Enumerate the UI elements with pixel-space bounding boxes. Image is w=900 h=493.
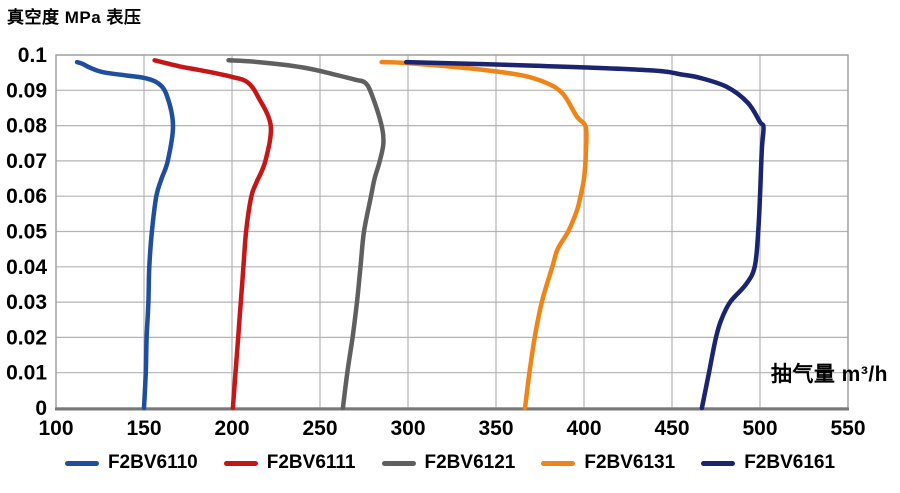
legend-label-F2BV6131: F2BV6131 (584, 452, 676, 473)
series-curve-F2BV6131 (379, 59, 589, 411)
legend-swatch-F2BV6131 (541, 460, 576, 466)
x-tick-label: 250 (302, 417, 337, 440)
legend-label-F2BV6121: F2BV6121 (424, 452, 516, 473)
y-tick-label: 0.08 (6, 115, 47, 138)
legend-label-F2BV6111: F2BV6111 (266, 452, 356, 473)
x-axis-unit-label: 抽气量 m³/h (770, 363, 888, 386)
y-tick-label: 0.04 (6, 256, 47, 279)
chart-title: 真空度 MPa 表压 (7, 8, 142, 27)
y-tick-label: 0.01 (6, 362, 47, 385)
x-tick-label: 350 (478, 417, 513, 440)
plot-area: 0 0.01 0.02 0.03 0.04 0.05 0.06 0.07 0.08 0.09 0.1… (6, 44, 865, 440)
legend-item-F2BV6131: F2BV6131 (541, 452, 675, 474)
x-tick-label: 300 (390, 417, 425, 440)
y-tick-label: 0.05 (6, 221, 47, 244)
legend-item-F2BV6111: F2BV6111 (223, 452, 356, 474)
y-tick-label: 0.07 (6, 150, 47, 173)
x-tick-label: 200 (214, 417, 249, 440)
legend-label-F2BV6110: F2BV6110 (107, 452, 198, 473)
y-tick-label: 0.03 (6, 291, 47, 314)
legend: F2BV6110 F2BV6111 F2BV6121 F2BV6131 F2BV6161 (0, 452, 900, 474)
x-tick-label: 400 (566, 417, 601, 440)
legend-swatch-F2BV6161 (701, 460, 736, 466)
x-tick-label: 100 (38, 417, 73, 440)
x-tick-label: 450 (654, 417, 689, 440)
y-tick-label: 0.09 (6, 79, 47, 102)
legend-swatch-F2BV6121 (381, 460, 416, 466)
y-tick-label: 0.06 (6, 185, 47, 208)
legend-item-F2BV6121: F2BV6121 (381, 452, 516, 474)
y-tick-label: 0.02 (6, 326, 47, 349)
legend-item-F2BV6110: F2BV6110 (64, 452, 198, 474)
y-tick-label: 0 (35, 397, 47, 420)
x-tick-label: 150 (126, 417, 161, 440)
series-curve-F2BV6110 (74, 59, 176, 411)
x-tick-label: 550 (830, 417, 865, 440)
legend-swatch-F2BV6111 (223, 460, 258, 466)
x-tick-label: 500 (742, 417, 777, 440)
series-curve-F2BV6121 (226, 58, 386, 411)
series-curve-F2BV6111 (152, 58, 274, 411)
legend-item-F2BV6161: F2BV6161 (701, 452, 835, 474)
series-curve-F2BV6161 (403, 59, 766, 411)
legend-label-F2BV6161: F2BV6161 (744, 452, 836, 473)
legend-swatch-F2BV6110 (64, 460, 99, 466)
y-tick-label: 0.1 (18, 44, 48, 67)
